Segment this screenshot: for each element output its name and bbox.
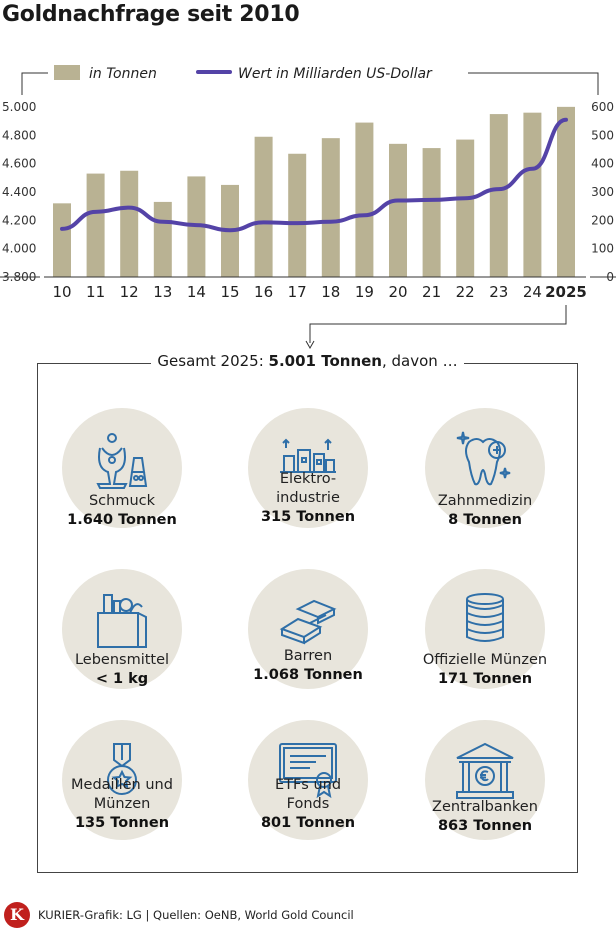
right-tick-label: 200 [591,213,614,227]
x-tick-label: 13 [153,283,172,301]
x-tick-label: 16 [254,283,273,301]
item-zahnmedizin: Zahnmedizin 8 Tonnen [410,408,560,528]
legend-label-line: Wert in Milliarden US-Dollar [238,66,433,82]
left-tick-label: 4.800 [2,128,36,142]
legend-label-bars: in Tonnen [89,66,157,82]
right-tick-label: 500 [591,128,614,142]
bank-icon [456,742,514,799]
grocery-bag-icon [97,594,147,648]
breakdown-box: Gesamt 2025: 5.001 Tonnen, davon … [37,352,578,873]
bar-21 [422,148,441,277]
bar-17 [288,153,307,277]
source-credit: KURIER-Grafik: LG | Quellen: OeNB, World… [38,908,354,922]
x-tick-label: 15 [220,283,239,301]
certificate-icon [279,743,337,799]
left-tick-label: 4.400 [2,185,36,199]
right-tick-label: 400 [591,157,614,171]
bar-18 [321,138,340,277]
bar-series [53,106,575,277]
breakdown-heading: Gesamt 2025: 5.001 Tonnen, davon … [38,352,577,370]
factory-icon [280,438,336,473]
medal-icon [107,743,137,795]
legend: in Tonnen Wert in Milliarden US-Dollar [21,65,599,95]
jewelry-icon [96,433,148,489]
right-tick-label: 0 [606,270,614,284]
left-tick-label: 3.800 [2,270,36,284]
bar-2025 [557,106,575,277]
bar-22 [456,139,475,277]
right-tick-label: 100 [591,242,614,256]
x-tick-label: 20 [388,283,407,301]
x-axis: 10 11 12 13 14 15 16 17 18 19 20 21 22 23 24 2025 [44,276,587,301]
item-barren: Barren 1.068 Tonnen [233,569,383,689]
bar-10 [53,203,71,277]
bar-11 [86,173,105,277]
item-offizielle-muenzen: Offizielle Münzen 171 Tonnen [410,569,560,689]
x-tick-label: 14 [187,283,206,301]
x-tick-label: 18 [321,283,340,301]
item-lebensmittel: Lebensmittel < 1 kg [47,569,197,689]
left-tick-label: 4.000 [2,242,36,256]
x-tick-label: 12 [120,283,139,301]
chart-title: Goldnachfrage seit 2010 [2,2,300,27]
left-axis: 5.000 4.800 4.600 4.400 4.200 4.000 3.800 [0,100,40,284]
item-etfs: ETFs und Fonds 801 Tonnen [233,720,383,840]
item-schmuck: Schmuck 1.640 Tonnen [47,408,197,528]
x-tick-label: 19 [355,283,374,301]
x-tick-label: 11 [86,283,105,301]
item-medaillen: Medaillen und Münzen 135 Tonnen [47,720,197,840]
right-tick-label: 300 [591,185,614,199]
x-tick-label: 2025 [545,283,587,301]
legend-swatch-bars [54,65,80,80]
item-zentralbanken: Zentralbanken 863 Tonnen [410,720,560,840]
bar-23 [489,114,508,277]
footer: K KURIER-Grafik: LG | Quellen: OeNB, Wor… [0,898,616,930]
bar-20 [389,143,407,277]
coin-stack-icon [466,593,504,642]
value-line [60,117,568,233]
bar-16 [254,136,273,277]
chart: in Tonnen Wert in Milliarden US-Dollar 5.… [0,65,616,301]
x-tick-label: 22 [456,283,475,301]
tooth-icon [456,431,511,486]
bar-13 [153,201,172,277]
line-series [60,117,568,233]
kurier-logo: K [4,902,30,928]
gold-bars-icon [279,599,337,645]
bar-24 [523,112,542,277]
x-tick-label: 17 [288,283,307,301]
left-tick-label: 4.600 [2,157,36,171]
left-tick-label: 4.200 [2,213,36,227]
item-elektroindustrie: Elektro- industrie 315 Tonnen [233,408,383,528]
x-tick-label: 10 [52,283,71,301]
connector-arrow [305,305,567,350]
x-tick-label: 23 [489,283,508,301]
bar-12 [120,170,139,277]
right-axis: 600 500 400 300 200 100 0 [590,100,616,284]
x-tick-label: 24 [523,283,542,301]
right-tick-label: 600 [591,100,614,114]
x-tick-label: 21 [422,283,441,301]
left-tick-label: 5.000 [2,100,36,114]
bar-19 [355,122,374,277]
